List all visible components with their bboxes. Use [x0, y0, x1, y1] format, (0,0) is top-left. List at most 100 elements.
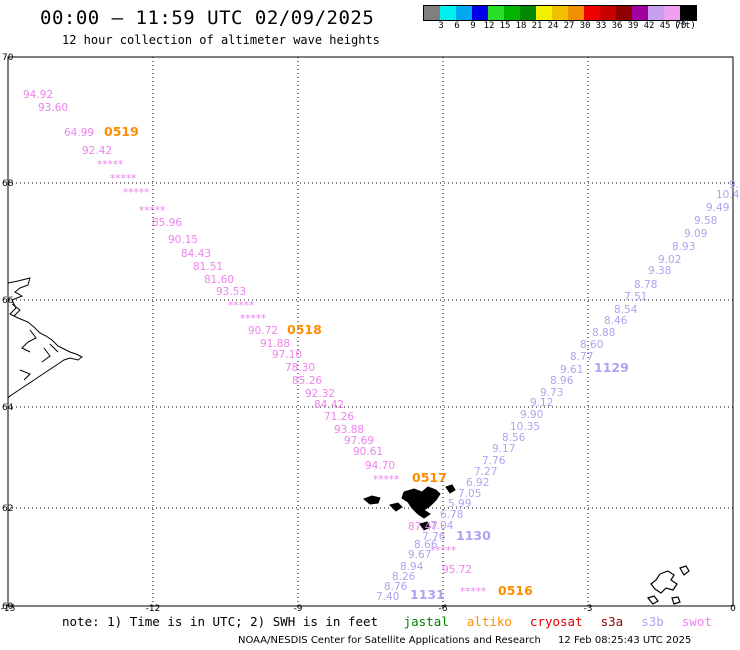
pass-time-label: 0516 — [498, 583, 533, 598]
colorbar-swatch — [440, 6, 456, 20]
satellite-legend-item: altiko — [466, 614, 512, 629]
colorbar-tick-label: 12 — [483, 21, 495, 31]
colorbar-swatch — [648, 6, 664, 20]
wave-height-value: 8.88 — [592, 327, 615, 339]
wave-height-value: 9.90 — [520, 409, 543, 421]
wave-height-value: 8.66 — [414, 539, 438, 551]
colorbar-swatch — [536, 6, 552, 20]
wave-height-value: 97.69 — [344, 435, 374, 447]
pass-time-label: 0519 — [104, 124, 139, 139]
wave-height-value: 7.76 — [422, 531, 446, 543]
colorbar-labels: 3 6 9 12 15 18 21 24 27 30 33 36 39 42 45 70 (ft) — [423, 21, 733, 33]
wave-height-value: 6.92 — [466, 477, 489, 489]
colorbar-swatch — [424, 6, 440, 20]
lat-label: 68 — [2, 179, 14, 189]
wave-height-value: 7.76 — [482, 455, 506, 467]
satellite-legend-item: jastal — [403, 614, 449, 629]
wave-height-value: 84.43 — [181, 248, 211, 260]
pass-time-label: 1129 — [594, 360, 629, 375]
wave-height-value: 9.67 — [408, 549, 431, 561]
credit-timestamp: 12 Feb 08:25:43 UTC 2025 — [558, 635, 692, 646]
wave-height-value: 8.56 — [502, 432, 526, 444]
wave-height-value: 90.72 — [248, 325, 278, 337]
wave-height-value: 81.51 — [193, 261, 223, 273]
wave-height-value: 7.51 — [624, 291, 647, 303]
wave-height-value: 81.60 — [204, 274, 234, 286]
satellite-legend-item: swot — [681, 614, 712, 629]
greenland-fjords — [11, 303, 59, 381]
colorbar-swatch — [520, 6, 536, 20]
colorbar-tick-label: 3 — [438, 21, 444, 31]
wave-height-value: 92.32 — [305, 388, 335, 400]
wave-height-value: 90.61 — [353, 446, 383, 458]
map-frame — [7, 56, 734, 607]
note-text: note: 1) Time is in UTC; 2) SWH is in fe… — [62, 614, 379, 629]
colorbar-swatch — [616, 6, 632, 20]
wave-height-value: 9.38 — [648, 265, 671, 277]
colorbar-tick-label: 39 — [627, 21, 639, 31]
lat-label: 64 — [2, 403, 14, 413]
wave-height-value: 8.60 — [580, 339, 603, 351]
lat-label: 66 — [2, 296, 14, 306]
note-line: note: 1) Time is in UTC; 2) SWH is in fe… — [62, 614, 712, 629]
wave-height-value: 9.61 — [560, 364, 583, 376]
wave-height-value: 8.54 — [614, 304, 638, 316]
wave-height-value: 85.26 — [292, 375, 322, 387]
lat-label: 62 — [2, 504, 13, 514]
axis-labels: 70 68 66 64 62 60-15 -12 -9 -6 -3 0 — [1, 53, 736, 614]
greenland-coastline — [7, 277, 83, 399]
colorbar-tick-label: 9 — [470, 21, 476, 31]
wave-height-value: 8.76 — [384, 581, 408, 593]
wave-height-value: 93.60 — [38, 102, 68, 114]
colorbar-tick-label: 30 — [579, 21, 591, 31]
colorbar-swatch — [472, 6, 488, 20]
wave-height-value: 9. — [729, 179, 739, 191]
wave-height-value: 9.17 — [492, 443, 515, 455]
wave-height-value: 9.58 — [694, 215, 717, 227]
colorbar-tick-label: 33 — [595, 21, 607, 31]
colorbar-tick-label: 18 — [515, 21, 527, 31]
colorbar-swatch — [600, 6, 616, 20]
wave-height-value: 97.10 — [272, 349, 302, 361]
wave-height-value: 10.4 — [716, 189, 740, 201]
pass-time-label: 1130 — [456, 528, 491, 543]
wave-height-value: 8.46 — [604, 315, 628, 327]
wave-height-value: 71.26 — [324, 411, 354, 423]
wave-height-value: 9.12 — [530, 397, 553, 409]
satellite-legend-item: cryosat — [529, 614, 583, 629]
satellite-legend: jastal altiko cryosat s3a s3b swot — [386, 614, 712, 629]
pass-time-label: 0518 — [287, 322, 322, 337]
pass-time-label: 1131 — [410, 587, 445, 602]
lat-label: 70 — [2, 53, 14, 63]
wave-height-value: 85.96 — [152, 217, 182, 229]
wave-height-value: 92.42 — [82, 145, 112, 157]
wave-height-colorbar — [423, 5, 697, 21]
wave-height-value: 93.88 — [334, 424, 364, 436]
shetland-islands — [646, 565, 690, 605]
credit-line: NOAA/NESDIS Center for Satellite Applica… — [238, 635, 691, 646]
colorbar-tick-label: 6 — [454, 21, 460, 31]
colorbar-swatch — [552, 6, 568, 20]
colorbar-swatch — [664, 6, 680, 20]
wave-height-value: 94.70 — [365, 460, 395, 472]
wave-height-value: 9.02 — [658, 254, 681, 266]
wave-height-value: 8.78 — [634, 279, 657, 291]
wave-height-value: ***** — [373, 474, 399, 486]
map-grid — [8, 57, 733, 606]
lon-label: -9 — [294, 604, 303, 614]
wave-height-value: 93.53 — [216, 286, 246, 298]
wave-height-value: 8.26 — [392, 571, 416, 583]
credit-org: NOAA/NESDIS Center for Satellite Applica… — [238, 635, 541, 646]
wave-height-value: 9.73 — [540, 387, 563, 399]
wave-height-value: 95.72 — [442, 564, 472, 576]
wave-height-value: 8.93 — [672, 241, 695, 253]
wave-height-value: 8.94 — [400, 561, 424, 573]
wave-height-value: ***** — [139, 205, 165, 217]
satellite-legend-item: s3b — [641, 614, 664, 629]
colorbar-tick-label: 45 — [659, 21, 671, 31]
wave-height-value: 10.35 — [510, 421, 540, 433]
wave-height-value: 84.42 — [314, 399, 344, 411]
colorbar-swatch — [568, 6, 584, 20]
colorbar-tick-label: 27 — [563, 21, 575, 31]
faroe-islets — [363, 484, 456, 531]
